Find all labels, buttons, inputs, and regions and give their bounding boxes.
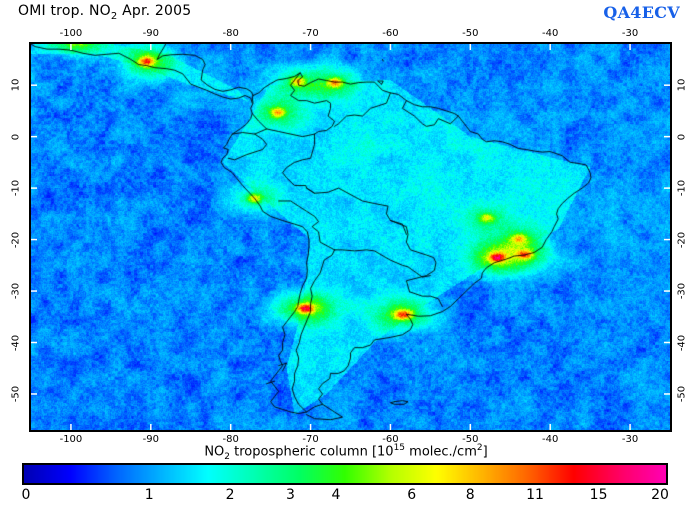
ytick-left-4: -30 bbox=[10, 282, 22, 300]
colorbar-tick-8: 8 bbox=[465, 487, 475, 503]
colorbar-tick-1: 1 bbox=[144, 487, 154, 503]
colorbar-tick-15: 15 bbox=[589, 487, 608, 503]
xtick-top-5: -50 bbox=[462, 28, 479, 39]
xlabel-close: ] bbox=[482, 444, 488, 460]
map-plot-area bbox=[29, 42, 672, 432]
xtick-bottom-2: -80 bbox=[222, 434, 239, 445]
ytick-left-3: -20 bbox=[10, 231, 22, 248]
title-subscript: 2 bbox=[110, 10, 118, 22]
qa4ecv-logo: QA4ECV bbox=[603, 3, 680, 22]
ytick-right-5: -40 bbox=[676, 334, 688, 351]
colorbar-tick-0: 0 bbox=[21, 487, 31, 503]
colorbar bbox=[22, 463, 668, 485]
xlabel-prefix: NO bbox=[204, 444, 225, 460]
colorbar-tick-4: 4 bbox=[331, 487, 341, 503]
ytick-left-1: 0 bbox=[10, 133, 22, 140]
ytick-left-6: -50 bbox=[10, 385, 22, 403]
colorbar-tick-6: 6 bbox=[407, 487, 417, 503]
colorbar-tick-2: 2 bbox=[225, 487, 235, 503]
xlabel-sup2: 2 bbox=[476, 443, 483, 453]
no2-heatmap-canvas bbox=[31, 44, 670, 430]
page-title: OMI trop. NO2 Apr. 2005 bbox=[18, 3, 191, 22]
xtick-bottom-3: -70 bbox=[302, 434, 319, 445]
xtick-bottom-1: -90 bbox=[142, 434, 159, 445]
xtick-bottom-7: -30 bbox=[621, 434, 639, 445]
xtick-bottom-5: -50 bbox=[462, 434, 479, 445]
ytick-right-0: 10 bbox=[676, 78, 688, 92]
xtick-top-0: -100 bbox=[59, 28, 83, 39]
xlabel-sub: 2 bbox=[224, 451, 231, 462]
colorbar-axis-label: NO2 tropospheric column [1015 molec./cm2… bbox=[0, 443, 692, 462]
xtick-bottom-0: -100 bbox=[59, 434, 83, 445]
xtick-bottom-6: -40 bbox=[542, 434, 559, 445]
title-prefix: OMI trop. NO bbox=[18, 3, 111, 19]
ytick-left-5: -40 bbox=[10, 334, 22, 351]
colorbar-gradient bbox=[24, 465, 666, 483]
xtick-top-7: -30 bbox=[621, 28, 639, 39]
colorbar-tick-3: 3 bbox=[285, 487, 295, 503]
ytick-right-2: -10 bbox=[676, 179, 688, 197]
xlabel-sup: 15 bbox=[393, 443, 406, 453]
ytick-right-4: -30 bbox=[676, 282, 688, 300]
ytick-right-3: -20 bbox=[676, 231, 688, 248]
colorbar-tick-11: 11 bbox=[526, 487, 544, 503]
ytick-left-0: 10 bbox=[10, 78, 22, 92]
ytick-left-2: -10 bbox=[10, 179, 22, 197]
xtick-bottom-4: -60 bbox=[382, 434, 399, 445]
xtick-top-4: -60 bbox=[382, 28, 399, 39]
xtick-top-1: -90 bbox=[142, 28, 159, 39]
colorbar-tick-20: 20 bbox=[651, 487, 669, 503]
ytick-right-1: 0 bbox=[676, 133, 688, 140]
xtick-top-2: -80 bbox=[222, 28, 239, 39]
title-suffix: Apr. 2005 bbox=[117, 3, 192, 19]
xtick-top-6: -40 bbox=[542, 28, 559, 39]
xlabel-suffix: molec./cm bbox=[405, 444, 477, 460]
xlabel-middle: tropospheric column [10 bbox=[230, 444, 394, 460]
ytick-right-6: -50 bbox=[676, 385, 688, 403]
xtick-top-3: -70 bbox=[302, 28, 319, 39]
